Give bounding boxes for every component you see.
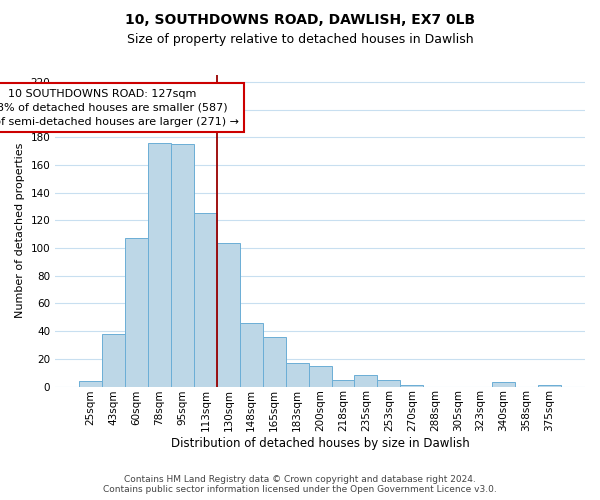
Bar [194,214,217,386]
Text: Contains public sector information licensed under the Open Government Licence v3: Contains public sector information licen… [103,485,497,494]
Text: 10, SOUTHDOWNS ROAD, DAWLISH, EX7 0LB: 10, SOUTHDOWNS ROAD, DAWLISH, EX7 0LB [125,12,475,26]
Y-axis label: Number of detached properties: Number of detached properties [15,143,25,318]
Text: Size of property relative to detached houses in Dawlish: Size of property relative to detached ho… [127,32,473,46]
Bar [286,363,308,386]
Bar [217,242,240,386]
Text: 10 SOUTHDOWNS ROAD: 127sqm
← 68% of detached houses are smaller (587)
32% of sem: 10 SOUTHDOWNS ROAD: 127sqm ← 68% of deta… [0,89,239,127]
Bar [355,376,377,386]
Bar [538,385,561,386]
Bar [125,238,148,386]
Bar [102,334,125,386]
X-axis label: Distribution of detached houses by size in Dawlish: Distribution of detached houses by size … [171,437,469,450]
Bar [492,382,515,386]
Text: Contains HM Land Registry data © Crown copyright and database right 2024.: Contains HM Land Registry data © Crown c… [124,475,476,484]
Bar [332,380,355,386]
Bar [148,143,171,386]
Bar [377,380,400,386]
Bar [171,144,194,386]
Bar [240,323,263,386]
Bar [400,385,423,386]
Bar [308,366,332,386]
Bar [79,381,102,386]
Bar [263,336,286,386]
